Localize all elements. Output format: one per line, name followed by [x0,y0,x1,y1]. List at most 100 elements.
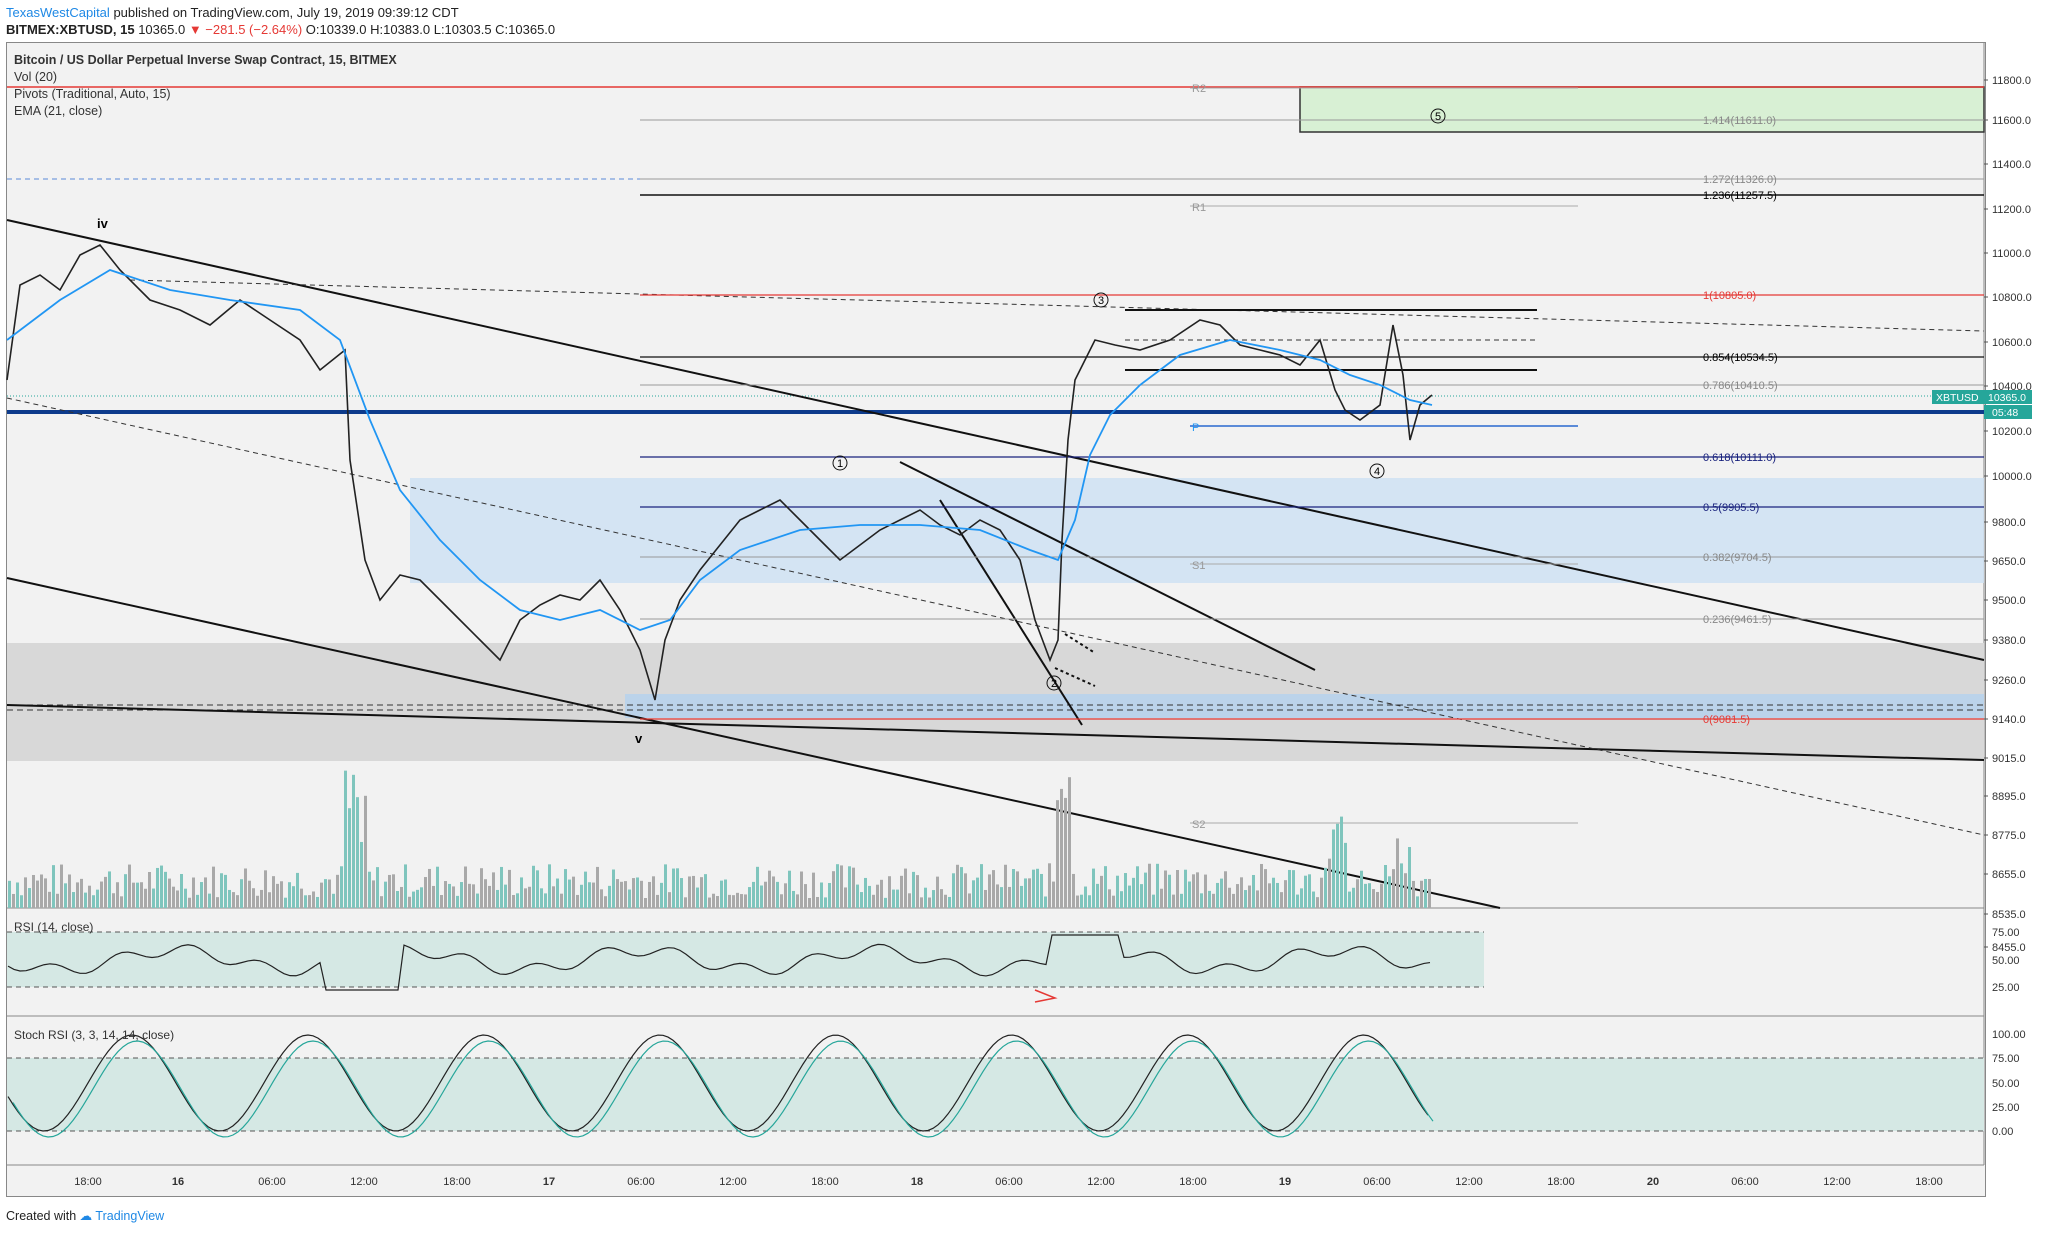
author-link[interactable]: TexasWestCapital [6,5,110,20]
volume-bar [1376,891,1379,908]
volume-bar [644,897,647,908]
volume-bar [36,880,39,908]
volume-bar [844,887,847,908]
volume-bar [500,866,503,908]
volume-bar [872,894,875,908]
volume-bar [1396,838,1399,908]
volume-bar [888,876,891,908]
volume-bar [384,881,387,908]
volume-bar [628,889,631,908]
volume-bar [1340,816,1343,908]
fib-lines [640,119,1984,720]
price-axis[interactable]: 11800.0 11600.0 11400.0 11200.0 11000.0 10800… [1984,75,2032,954]
volume-bar [904,868,907,908]
volume-bar [1360,870,1363,908]
volume-bar [1348,891,1351,908]
volume-bar [232,892,235,908]
volume-bar [236,895,239,908]
price-axis-label: 9800.0 [1992,517,2026,529]
volume-bar [1188,881,1191,908]
legend-pivots[interactable]: Pivots (Traditional, Auto, 15) [14,87,171,101]
volume-bar [1028,878,1031,908]
volume-bar [1108,889,1111,908]
price-axis-label: 10000.0 [1992,471,2032,483]
time-axis[interactable]: 18:00 16 06:00 12:00 18:00 17 06:00 12:00 18:00 1… [74,1176,1943,1188]
volume-bar [348,808,351,908]
volume-bar [1104,866,1107,908]
volume-bar [1176,870,1179,908]
volume-bar [568,879,571,908]
volume-bar [1304,875,1307,908]
volume-bar [436,866,439,908]
volume-bar [1328,858,1331,908]
volume-bar [60,864,63,908]
price-axis-label: 11800.0 [1992,75,2031,87]
volume-bar [1356,879,1359,908]
volume-bar [1052,881,1055,908]
stoch-axis-label: 0.00 [1992,1126,2013,1138]
volume-bar [16,882,19,908]
volume-bar [696,887,699,908]
volume-bar [408,896,411,908]
price-axis-label: 10200.0 [1992,426,2032,438]
time-axis-label: 18:00 [1915,1176,1943,1188]
volume-bar [828,882,831,908]
volume-bar [72,892,75,908]
volume-bar [432,885,435,908]
dashed-trendline [6,397,1985,836]
price-axis-label: 9015.0 [1992,753,2026,765]
time-axis-label: 12:00 [1823,1176,1851,1188]
volume-bar [560,893,563,908]
volume-bar [400,886,403,908]
volume-bar [156,867,159,908]
volume-bar [1060,788,1063,908]
volume-bar [252,888,255,908]
volume-bar [672,868,675,908]
volume-bar [756,866,759,908]
volume-bar [920,897,923,908]
volume-bar [48,891,51,908]
wave-label: v [635,731,643,746]
projection-dots [1054,667,1096,687]
volume-bar [668,892,671,908]
volume-bar [924,887,927,908]
volume-bar [1428,878,1431,908]
volume-bar [916,875,919,908]
volume-bar [196,894,199,908]
volume-bar [1284,880,1287,908]
volume-bar [1244,890,1247,908]
volume-bar [496,889,499,908]
volume-bar [336,874,339,908]
time-axis-label: 19 [1279,1176,1291,1188]
stoch-axis-label: 100.00 [1992,1029,2026,1041]
volume-bar [200,882,203,908]
volume-bar [468,883,471,908]
wave-label: 3 [1098,295,1104,307]
volume-bar [632,878,635,908]
rsi-axis-label: 25.00 [1992,982,2020,994]
wedge-lower [939,499,1083,726]
legend-vol[interactable]: Vol (20) [14,70,58,84]
volume-bar [868,885,871,908]
volume-bar [368,871,371,908]
stoch-k-line [7,1034,1429,1132]
volume-bar [968,893,971,908]
volume-bar [1152,894,1155,908]
time-axis-label: 12:00 [719,1176,747,1188]
volume-bar [20,895,23,908]
volume-bar [340,866,343,908]
volume-bar [1128,885,1131,908]
fib-label: 1.414(11611.0) [1703,115,1776,127]
time-axis-label: 18:00 [811,1176,839,1188]
time-axis-label: 18:00 [1179,1176,1207,1188]
volume-bar [1220,878,1223,908]
tradingview-logo[interactable]: ☁ TradingView [79,1209,165,1223]
volume-bar [476,893,479,908]
legend-ema[interactable]: EMA (21, close) [14,104,103,118]
volume-bar [636,877,639,908]
volume-bar [1384,864,1387,908]
volume-bar [688,876,691,908]
volume-bar [1124,873,1127,908]
volume-bar [772,876,775,908]
